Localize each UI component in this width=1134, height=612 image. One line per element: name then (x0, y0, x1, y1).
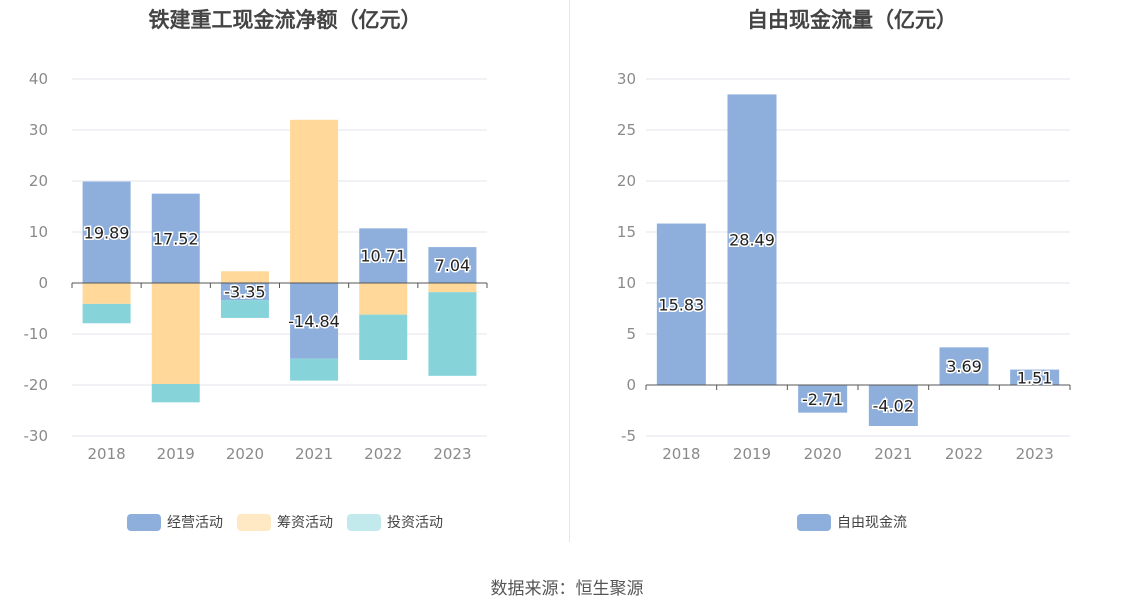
data-label: -3.35 (224, 283, 265, 302)
y-tick-label: 25 (617, 121, 636, 139)
bar-筹资活动-2021 (290, 119, 339, 283)
bar-自由现金流-2022 (939, 347, 989, 385)
bar-自由现金流-2019 (727, 94, 777, 385)
x-tick-label: 2023 (1016, 445, 1054, 463)
data-label: -2.71 (802, 390, 843, 409)
bar-经营活动-2022 (359, 228, 408, 283)
y-tick-label: -20 (24, 376, 49, 394)
x-tick-label: 2019 (733, 445, 771, 463)
chart-title: 铁建重工现金流净额（亿元） (148, 8, 422, 32)
bar-筹资活动-2020 (220, 271, 269, 283)
legend-label: 筹资活动 (277, 515, 333, 531)
legend-item[interactable]: 经营活动 (127, 512, 223, 532)
data-label: 3.69 (946, 357, 982, 376)
y-tick-label: 10 (29, 223, 48, 241)
x-tick-label: 2020 (226, 445, 264, 463)
data-label: 10.71 (360, 247, 406, 266)
data-label: 19.89 (84, 223, 130, 242)
y-tick-label: 0 (626, 376, 636, 394)
bar-自由现金流-2023 (1010, 369, 1060, 385)
bar-自由现金流-2020 (798, 385, 848, 413)
data-label: 15.83 (658, 295, 704, 314)
bar-经营活动-2018 (82, 181, 131, 283)
data-label: -14.84 (288, 312, 340, 331)
data-label: 7.04 (435, 256, 471, 275)
free-cash-flow-chart-panel: 自由现金流量（亿元） 30 25 20 15 10 5 0 -5 2018 2019 2020 202… (570, 0, 1134, 545)
y-tick-label: 10 (617, 274, 636, 292)
bar-经营活动-2023 (428, 247, 477, 283)
legend-label: 投资活动 (387, 515, 443, 531)
bar-自由现金流-2018 (656, 223, 706, 385)
chart-legend: 自由现金流 (570, 512, 1134, 532)
legend-label: 自由现金流 (837, 515, 907, 531)
data-label: 28.49 (729, 231, 775, 250)
y-tick-label: 20 (29, 172, 48, 190)
bar-筹资活动-2022 (359, 283, 408, 315)
bar-筹资活动-2023 (428, 283, 477, 293)
bar-投资活动-2019 (151, 383, 200, 403)
legend-item[interactable]: 筹资活动 (237, 512, 333, 532)
x-tick-label: 2018 (87, 445, 125, 463)
bar-投资活动-2018 (82, 303, 131, 324)
legend-swatch (237, 513, 271, 531)
panel-divider (569, 0, 570, 542)
free-cash-flow-chart: 30 25 20 15 10 5 0 -5 2018 2019 2020 2021 2022 2023 15… (617, 70, 1071, 463)
y-tick-label: -5 (621, 427, 636, 445)
x-tick-label: 2022 (364, 445, 402, 463)
bar-投资活动-2020 (220, 300, 269, 318)
cash-flow-chart: 40 30 20 10 0 -10 -20 -30 2018 2019 2020 2021 2022 20… (24, 70, 488, 463)
x-tick-label: 2022 (945, 445, 983, 463)
data-label: 17.52 (153, 229, 199, 248)
data-label: 1.51 (1017, 368, 1053, 387)
legend-label: 经营活动 (167, 515, 223, 531)
y-tick-label: 40 (29, 70, 48, 88)
bar-投资活动-2023 (428, 292, 477, 376)
x-tick-label: 2018 (662, 445, 700, 463)
x-tick-label: 2020 (804, 445, 842, 463)
x-tick-label: 2021 (295, 445, 333, 463)
cash-flow-chart-panel: 铁建重工现金流净额（亿元） 40 30 20 10 0 -10 -20 -30 2018 2019… (0, 0, 570, 545)
legend-item[interactable]: 投资活动 (347, 512, 443, 532)
y-tick-label: -10 (24, 325, 49, 343)
y-tick-label: 0 (38, 274, 48, 292)
bar-投资活动-2021 (290, 358, 339, 381)
y-tick-label: 20 (617, 172, 636, 190)
bar-筹资活动-2018 (82, 283, 131, 304)
bar-经营活动-2019 (151, 193, 200, 283)
legend-swatch (797, 513, 831, 531)
y-tick-label: 30 (29, 121, 48, 139)
x-tick-label: 2021 (874, 445, 912, 463)
bar-筹资活动-2019 (151, 283, 200, 384)
bar-经营活动-2021 (290, 283, 339, 359)
chart-legend: 经营活动 筹资活动 投资活动 (0, 512, 570, 532)
chart-title: 自由现金流量（亿元） (747, 8, 957, 32)
y-tick-label: -30 (24, 427, 49, 445)
data-source-note: 数据来源：恒生聚源 (490, 579, 644, 599)
bar-经营活动-2020 (220, 283, 269, 301)
bar-自由现金流-2021 (868, 385, 918, 427)
legend-swatch (347, 513, 381, 531)
x-tick-label: 2019 (157, 445, 195, 463)
bar-投资活动-2022 (359, 314, 408, 361)
legend-item[interactable]: 自由现金流 (797, 512, 907, 532)
x-tick-label: 2023 (433, 445, 471, 463)
data-label: -4.02 (873, 397, 914, 416)
y-tick-label: 15 (617, 223, 636, 241)
y-tick-label: 5 (626, 325, 636, 343)
y-tick-label: 30 (617, 70, 636, 88)
legend-swatch (127, 513, 161, 531)
